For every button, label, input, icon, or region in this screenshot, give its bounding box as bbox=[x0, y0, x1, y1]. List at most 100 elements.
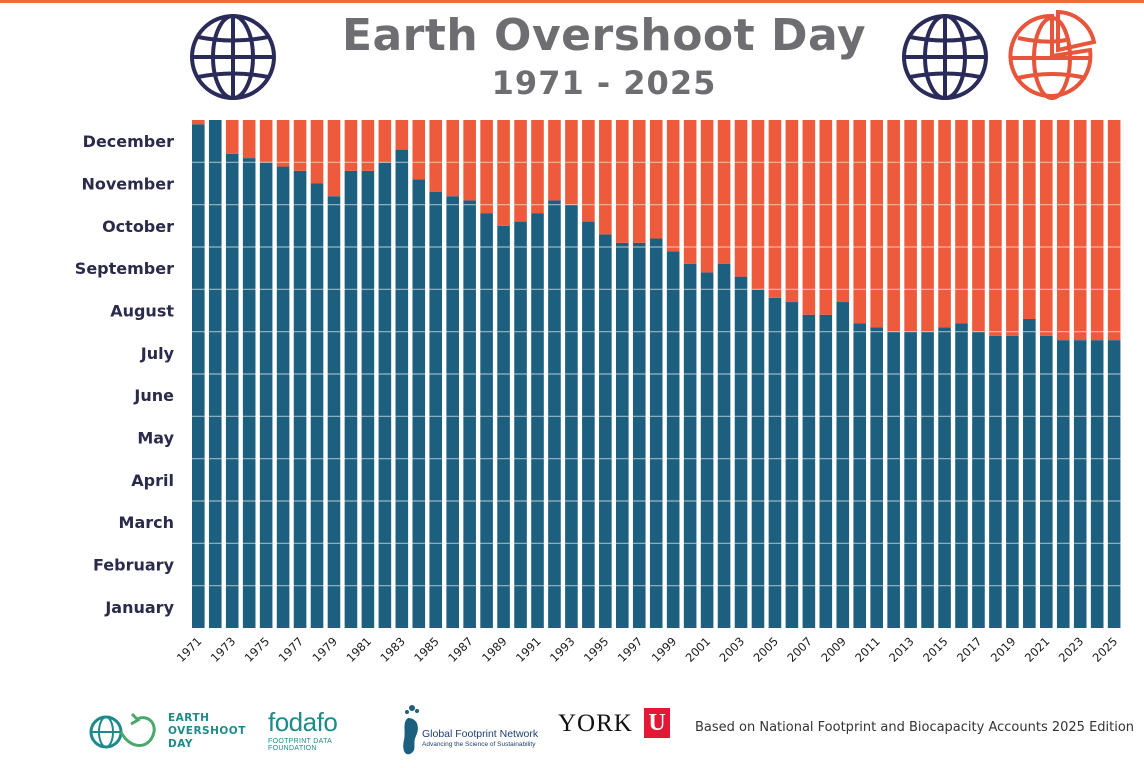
bar-overshoot-1989 bbox=[497, 225, 510, 629]
bar-remainder-1980 bbox=[344, 120, 358, 171]
bar-overshoot-1990 bbox=[514, 221, 527, 628]
bar-remainder-2001 bbox=[700, 120, 714, 273]
bar-overshoot-2009 bbox=[836, 302, 850, 628]
bar-overshoot-1971 bbox=[192, 124, 205, 628]
bar-overshoot-2001 bbox=[700, 272, 714, 628]
bar-remainder-1996 bbox=[616, 120, 629, 243]
york-university-logo: YORK U bbox=[558, 708, 678, 742]
x-tick-label-1985: 1985 bbox=[411, 634, 442, 665]
y-tick-label-june: June bbox=[133, 386, 174, 405]
x-tick-label-1983: 1983 bbox=[377, 634, 408, 665]
bar-overshoot-2024 bbox=[1090, 340, 1104, 628]
x-tick-label-1979: 1979 bbox=[309, 634, 340, 665]
bar-overshoot-2011 bbox=[870, 327, 883, 628]
bar-remainder-2021 bbox=[1040, 120, 1053, 336]
bar-remainder-1990 bbox=[514, 120, 527, 222]
bar-overshoot-1985 bbox=[429, 191, 443, 628]
bar-remainder-2008 bbox=[819, 120, 833, 315]
bar-overshoot-1984 bbox=[412, 179, 426, 628]
earth-overshoot-day-logo: EARTH OVERSHOOT DAY bbox=[88, 710, 258, 754]
bar-overshoot-1977 bbox=[293, 170, 307, 629]
bar-remainder-2007 bbox=[802, 120, 816, 315]
x-tick-label-2023: 2023 bbox=[1056, 634, 1087, 665]
bar-remainder-2024 bbox=[1090, 120, 1104, 341]
bar-overshoot-1973 bbox=[225, 153, 239, 628]
x-tick-label-2003: 2003 bbox=[717, 634, 748, 665]
y-tick-label-august: August bbox=[110, 302, 174, 321]
bar-overshoot-1982 bbox=[378, 162, 392, 629]
bar-overshoot-2020 bbox=[1023, 318, 1036, 628]
chart-title: Earth Overshoot Day bbox=[341, 10, 867, 61]
bar-overshoot-2005 bbox=[768, 297, 782, 628]
bar-remainder-2012 bbox=[887, 120, 900, 332]
bar-remainder-1979 bbox=[327, 120, 341, 197]
x-tick-label-1987: 1987 bbox=[445, 634, 476, 665]
y-tick-label-february: February bbox=[93, 556, 175, 575]
bar-remainder-2010 bbox=[853, 120, 867, 324]
x-tick-label-2013: 2013 bbox=[886, 634, 917, 665]
bar-overshoot-1994 bbox=[582, 221, 595, 628]
x-tick-label-1993: 1993 bbox=[547, 634, 578, 665]
y-tick-label-october: October bbox=[102, 217, 174, 236]
bar-overshoot-2000 bbox=[683, 263, 697, 628]
bar-remainder-1975 bbox=[259, 120, 273, 163]
bar-remainder-1982 bbox=[378, 120, 392, 163]
globe-icon-right-navy bbox=[902, 14, 988, 100]
bar-overshoot-2019 bbox=[1006, 335, 1019, 628]
bar-remainder-1983 bbox=[395, 120, 409, 150]
bar-overshoot-1979 bbox=[327, 196, 341, 628]
chart-subtitle: 1971 - 2025 bbox=[491, 64, 717, 102]
global-footprint-network-logo: Global Footprint Network Advancing the S… bbox=[400, 704, 540, 760]
eod-logo-line1: EARTH bbox=[168, 712, 210, 724]
x-tick-label-1973: 1973 bbox=[208, 634, 239, 665]
data-source-attribution: Based on National Footprint and Biocapac… bbox=[695, 720, 1135, 735]
eod-logo-icon bbox=[89, 712, 156, 749]
bar-remainder-1985 bbox=[429, 120, 443, 192]
bar-remainder-2025 bbox=[1107, 120, 1121, 341]
bar-overshoot-2023 bbox=[1073, 340, 1087, 628]
bar-remainder-2005 bbox=[768, 120, 782, 298]
bar-remainder-2023 bbox=[1073, 120, 1087, 341]
bar-remainder-1988 bbox=[480, 120, 493, 214]
x-tick-label-1999: 1999 bbox=[649, 634, 680, 665]
footprint-icon bbox=[403, 705, 419, 755]
bar-overshoot-1986 bbox=[446, 196, 459, 628]
x-tick-label-2009: 2009 bbox=[818, 634, 849, 665]
bar-overshoot-1995 bbox=[599, 234, 612, 629]
bar-overshoot-2025 bbox=[1107, 340, 1121, 628]
x-tick-label-1991: 1991 bbox=[513, 634, 544, 665]
bar-overshoot-2010 bbox=[853, 323, 867, 628]
y-tick-label-september: September bbox=[75, 259, 174, 278]
bar-remainder-1989 bbox=[497, 120, 510, 226]
x-tick-label-1997: 1997 bbox=[615, 634, 646, 665]
bar-remainder-2016 bbox=[955, 120, 968, 324]
bar-overshoot-2012 bbox=[887, 331, 900, 628]
bar-remainder-1974 bbox=[242, 120, 256, 159]
globe-icon-left bbox=[190, 14, 276, 100]
eod-logo-line2: OVERSHOOT bbox=[168, 725, 246, 737]
bar-overshoot-1980 bbox=[344, 170, 358, 629]
x-tick-label-1995: 1995 bbox=[581, 634, 612, 665]
y-tick-label-july: July bbox=[140, 344, 175, 363]
bar-remainder-1986 bbox=[446, 120, 459, 197]
bar-overshoot-1991 bbox=[531, 213, 544, 628]
x-tick-label-2015: 2015 bbox=[920, 634, 951, 665]
bar-remainder-2017 bbox=[972, 120, 985, 332]
y-tick-label-april: April bbox=[131, 471, 174, 490]
bar-overshoot-1997 bbox=[632, 242, 646, 628]
bar-overshoot-1998 bbox=[649, 238, 663, 629]
bar-overshoot-2014 bbox=[921, 331, 934, 628]
x-tick-label-2025: 2025 bbox=[1090, 634, 1121, 665]
bar-overshoot-1974 bbox=[242, 158, 256, 628]
bar-remainder-1998 bbox=[649, 120, 663, 239]
x-tick-label-2019: 2019 bbox=[988, 634, 1019, 665]
x-tick-label-1977: 1977 bbox=[276, 634, 307, 665]
bar-remainder-1976 bbox=[276, 120, 290, 167]
bar-overshoot-2013 bbox=[904, 331, 917, 628]
bar-overshoot-2007 bbox=[802, 314, 816, 628]
bar-overshoot-1992 bbox=[548, 200, 561, 628]
bar-remainder-2018 bbox=[989, 120, 1002, 336]
bar-overshoot-1981 bbox=[361, 170, 375, 629]
bar-overshoot-2015 bbox=[938, 327, 951, 628]
bar-remainder-1991 bbox=[531, 120, 544, 214]
